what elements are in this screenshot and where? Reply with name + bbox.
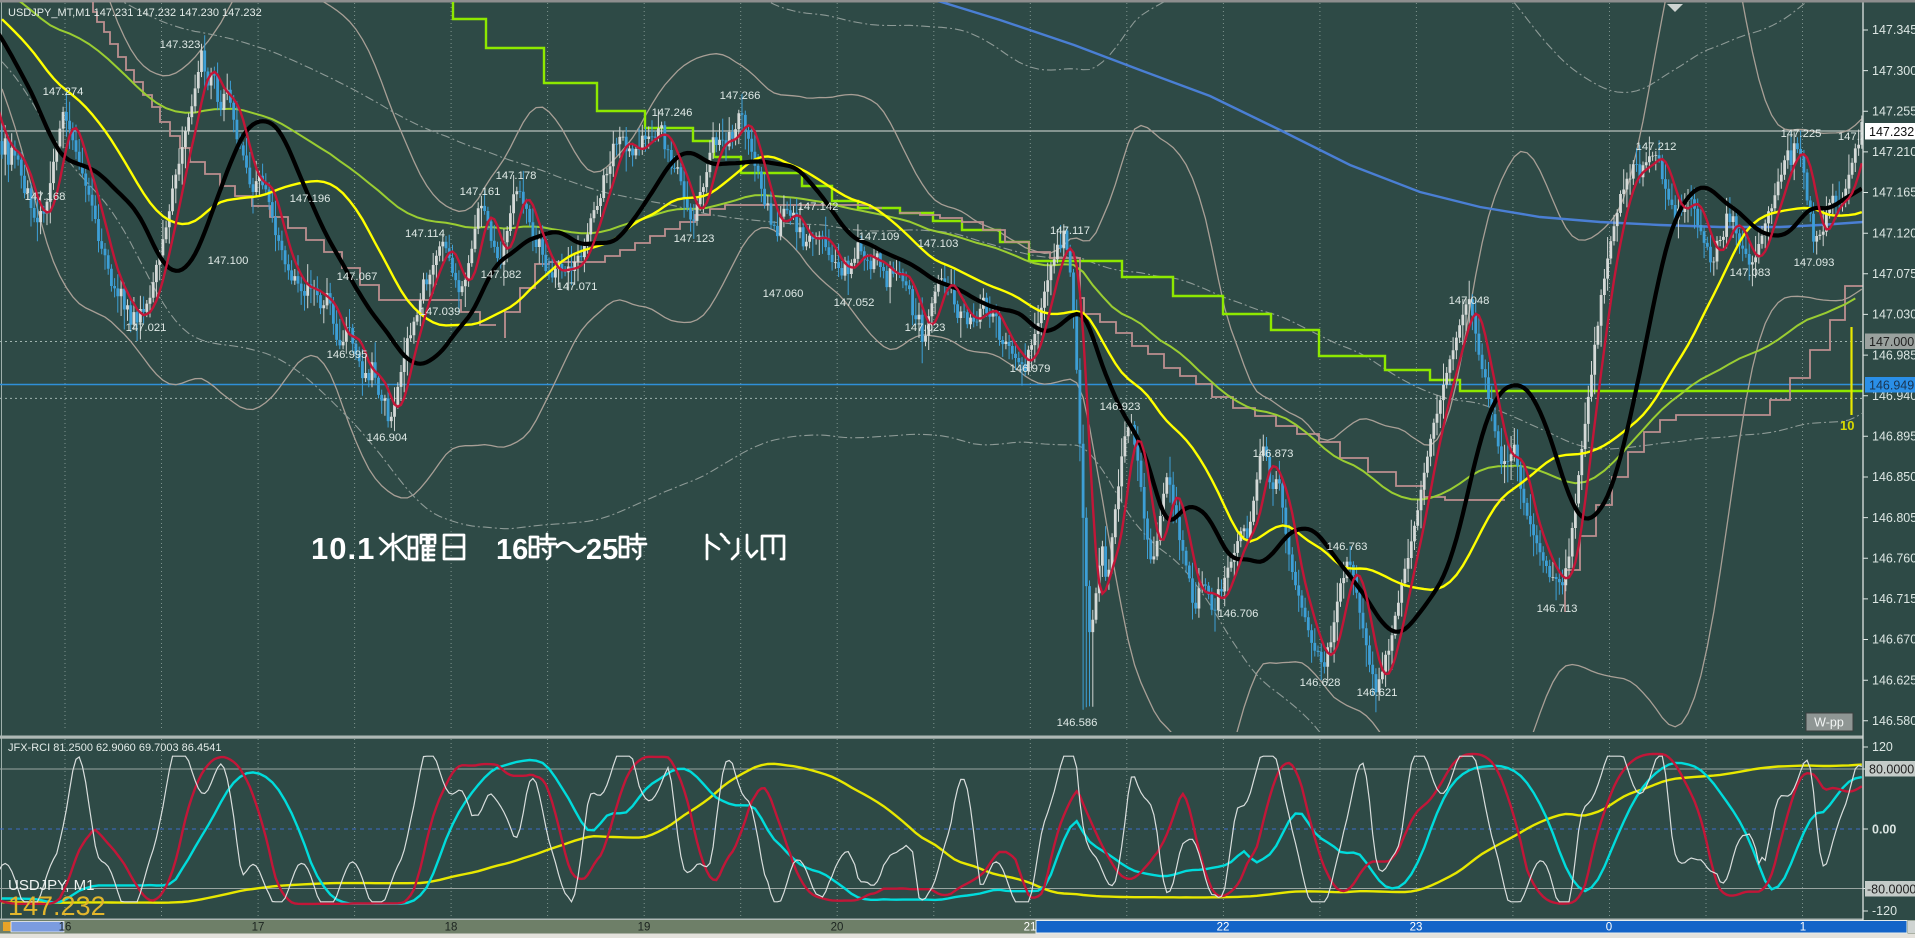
svg-text:USDJPY_MT,M1 147.231 147.232: USDJPY_MT,M1 147.231 147.232 147.230 147… [8, 7, 262, 19]
svg-text:147.255: 147.255 [1872, 105, 1915, 119]
svg-text:JFX-RCI 81.2500 62.9060 69.700: JFX-RCI 81.2500 62.9060 69.7003 86.4541 [8, 742, 221, 754]
svg-text:147.212: 147.212 [1636, 141, 1677, 153]
svg-text:1: 1 [1800, 922, 1806, 934]
svg-text:147.093: 147.093 [1794, 257, 1835, 269]
svg-text:147.052: 147.052 [834, 297, 875, 309]
svg-text:10: 10 [1840, 418, 1854, 433]
svg-text:147.178: 147.178 [496, 170, 537, 182]
svg-text:147.274: 147.274 [43, 86, 84, 98]
svg-text:146.923: 146.923 [1100, 401, 1141, 413]
svg-text:147.165: 147.165 [1872, 186, 1915, 200]
svg-text:147.196: 147.196 [290, 193, 331, 205]
svg-text:146.904: 146.904 [367, 432, 408, 444]
svg-text:147.083: 147.083 [1730, 267, 1771, 279]
svg-text:147.075: 147.075 [1872, 267, 1915, 281]
svg-text:147.114: 147.114 [405, 228, 445, 240]
svg-text:146.706: 146.706 [1218, 608, 1259, 620]
svg-text:147.071: 147.071 [557, 281, 598, 293]
svg-text:146.760: 146.760 [1872, 552, 1915, 566]
svg-text:147.232: 147.232 [1869, 125, 1914, 139]
svg-text:120: 120 [1872, 740, 1893, 754]
svg-text:146.979: 146.979 [1010, 363, 1051, 375]
svg-text:21: 21 [1024, 922, 1037, 934]
svg-text:146.621: 146.621 [1357, 687, 1398, 699]
svg-text:147.039: 147.039 [420, 306, 461, 318]
svg-text:147.168: 147.168 [25, 191, 66, 203]
svg-text:146.995: 146.995 [327, 349, 368, 361]
svg-text:147.100: 147.100 [208, 255, 249, 267]
svg-text:146.580: 146.580 [1872, 714, 1915, 728]
svg-text:0.00: 0.00 [1872, 823, 1896, 837]
svg-text:147.120: 147.120 [1872, 226, 1915, 240]
svg-text:147.225: 147.225 [1781, 128, 1822, 140]
svg-text:20: 20 [831, 922, 844, 934]
svg-text:USDJPY, M1: USDJPY, M1 [8, 877, 94, 894]
svg-text:147.300: 147.300 [1872, 64, 1915, 78]
svg-text:147.060: 147.060 [763, 288, 804, 300]
svg-text:146.895: 146.895 [1872, 430, 1915, 444]
svg-text:146.985: 146.985 [1872, 348, 1915, 362]
svg-text:146.949: 146.949 [1869, 379, 1914, 393]
svg-text:25: 25 [586, 534, 618, 566]
svg-text:0: 0 [1606, 922, 1612, 934]
svg-text:147.210: 147.210 [1872, 145, 1915, 159]
svg-text:147.048: 147.048 [1449, 295, 1490, 307]
svg-text:146.628: 146.628 [1300, 677, 1341, 689]
svg-text:146.586: 146.586 [1057, 717, 1098, 729]
svg-text:16: 16 [59, 922, 72, 934]
svg-text:-80.0000: -80.0000 [1867, 883, 1915, 897]
svg-text:147.023: 147.023 [905, 322, 946, 334]
svg-text:147.246: 147.246 [652, 107, 693, 119]
svg-text:147.266: 147.266 [720, 90, 761, 102]
svg-text:147.103: 147.103 [918, 238, 959, 250]
svg-text:147.082: 147.082 [481, 269, 522, 281]
svg-text:146.850: 146.850 [1872, 470, 1915, 484]
svg-text:147.117: 147.117 [1050, 225, 1090, 237]
svg-text:146.763: 146.763 [1327, 541, 1368, 553]
svg-text:16: 16 [496, 534, 528, 566]
svg-text:146.713: 146.713 [1537, 603, 1578, 615]
svg-text:147.000: 147.000 [1869, 335, 1914, 349]
svg-text:19: 19 [638, 922, 651, 934]
svg-text:18: 18 [445, 922, 458, 934]
svg-text:147.161: 147.161 [460, 186, 501, 198]
svg-text:147.109: 147.109 [859, 231, 900, 243]
svg-text:147.232: 147.232 [8, 891, 106, 921]
svg-text:146.715: 146.715 [1872, 592, 1915, 606]
svg-text:147.323: 147.323 [160, 39, 201, 51]
svg-text:W-pp: W-pp [1814, 716, 1844, 730]
svg-text:146.873: 146.873 [1253, 448, 1294, 460]
svg-text:10.1: 10.1 [311, 531, 375, 566]
svg-text:147.030: 147.030 [1872, 308, 1915, 322]
svg-text:147.021: 147.021 [126, 322, 167, 334]
svg-text:22: 22 [1217, 922, 1230, 934]
svg-text:147.142: 147.142 [798, 201, 839, 213]
svg-text:146.805: 146.805 [1872, 511, 1915, 525]
svg-text:147.345: 147.345 [1872, 23, 1915, 37]
svg-text:23: 23 [1410, 922, 1423, 934]
svg-text:147.067: 147.067 [337, 271, 378, 283]
svg-text:146.670: 146.670 [1872, 633, 1915, 647]
svg-text:147.123: 147.123 [674, 233, 715, 245]
svg-text:146.625: 146.625 [1872, 673, 1915, 687]
svg-text:17: 17 [252, 922, 265, 934]
svg-text:80.0000: 80.0000 [1869, 763, 1914, 777]
svg-text:147.2: 147.2 [1838, 131, 1866, 143]
svg-text:-120: -120 [1872, 904, 1897, 918]
